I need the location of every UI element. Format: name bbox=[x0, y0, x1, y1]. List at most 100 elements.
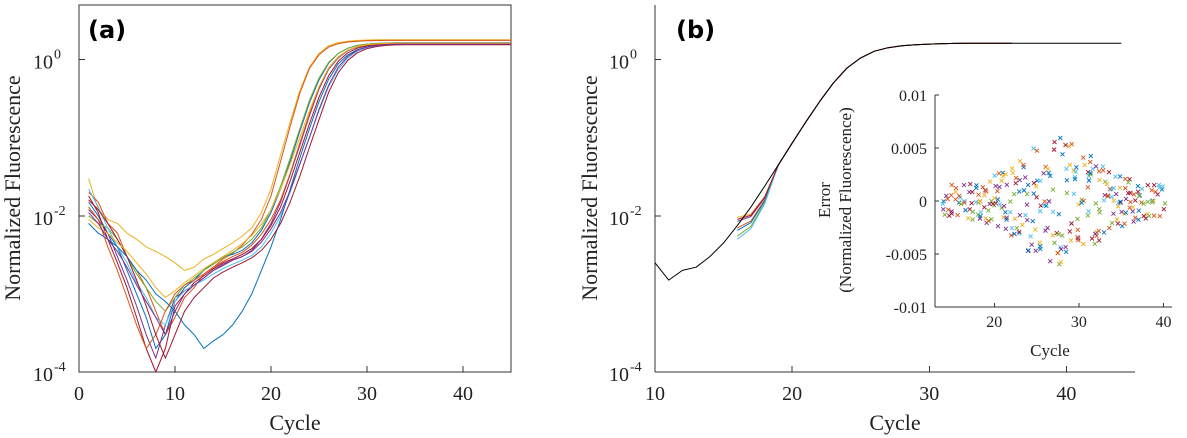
inset-error-point bbox=[1045, 166, 1051, 172]
inset-error-point bbox=[992, 173, 998, 178]
inset-error-point bbox=[955, 212, 960, 218]
inset-error-point bbox=[961, 182, 967, 188]
panel-a-plot-frame bbox=[78, 4, 512, 373]
panel-a-y-axis-label: Normalized Fluorescence bbox=[0, 75, 25, 300]
inset-error-point bbox=[1130, 209, 1136, 214]
inset-error-point bbox=[1033, 248, 1039, 253]
inset-error-point bbox=[1160, 184, 1165, 189]
inset-error-point bbox=[1104, 181, 1110, 187]
inset-error-point bbox=[1017, 212, 1023, 218]
inset-error-point bbox=[1059, 233, 1065, 238]
inset-error-point bbox=[1135, 189, 1141, 194]
inset-error-point bbox=[1050, 187, 1056, 192]
inset-error-point bbox=[948, 193, 954, 198]
inset-error-point bbox=[1076, 202, 1082, 207]
inset-error-point bbox=[1013, 175, 1019, 181]
inset-error-point bbox=[1131, 219, 1136, 224]
inset-error-point bbox=[996, 171, 1002, 176]
inset-error-point bbox=[1052, 139, 1057, 145]
inset-error-point bbox=[1047, 173, 1053, 179]
panel-a-series-line bbox=[88, 44, 511, 359]
inset-error-point bbox=[1143, 216, 1149, 221]
inset-error-point bbox=[965, 215, 971, 221]
inset-error-point bbox=[973, 185, 979, 191]
inset-error-point bbox=[1151, 198, 1156, 203]
inset-error-point bbox=[1063, 142, 1068, 148]
inset-error-point bbox=[1011, 191, 1017, 197]
x-tick-label: 10 bbox=[165, 383, 185, 405]
panel-a-series bbox=[88, 39, 511, 373]
inset-error-point bbox=[1146, 213, 1152, 219]
inset-error-point bbox=[1161, 206, 1167, 212]
inset-error-point bbox=[1123, 196, 1129, 202]
inset-error-point bbox=[1041, 170, 1047, 176]
inset-error-point bbox=[976, 192, 981, 197]
inset-error-point bbox=[945, 196, 950, 202]
inset-error-point bbox=[1028, 233, 1033, 239]
inset-error-point bbox=[1118, 200, 1123, 205]
inset-error-point bbox=[1118, 199, 1123, 204]
inset-error-point bbox=[1079, 200, 1084, 206]
inset-error-point bbox=[1071, 191, 1077, 197]
inset-error-point bbox=[1111, 198, 1117, 204]
panel-a-series-line bbox=[88, 43, 511, 336]
inset-error-point bbox=[1136, 217, 1141, 223]
inset-error-point bbox=[978, 209, 984, 215]
panel-b-x-ticks: 10 20 30 40 bbox=[645, 366, 1076, 405]
inset-error-point bbox=[982, 193, 987, 198]
inset-error-point bbox=[1050, 232, 1056, 238]
y-tick-exponent: -4 bbox=[630, 360, 642, 375]
inset-error-point bbox=[1149, 187, 1155, 193]
inset-error-point bbox=[1151, 213, 1157, 218]
inset-error-point bbox=[1087, 159, 1093, 165]
inset-error-point bbox=[1096, 168, 1102, 174]
panel-b-series bbox=[654, 42, 1122, 281]
y-tick-label: 10 bbox=[33, 208, 53, 230]
inset-error-point bbox=[1003, 171, 1008, 177]
inset-error-point bbox=[1014, 225, 1020, 231]
inset-error-point bbox=[1096, 238, 1102, 243]
inset-error-point bbox=[1075, 227, 1081, 233]
inset-error-point bbox=[977, 199, 983, 204]
x-tick-label: 20 bbox=[782, 383, 802, 405]
panel-a-x-ticks: 0 10 20 30 40 bbox=[74, 366, 473, 405]
inset-error-point bbox=[997, 184, 1002, 190]
inset-x-ticks: 20 30 40 bbox=[986, 303, 1172, 331]
inset-error-point bbox=[1128, 199, 1133, 205]
x-tick-label: 30 bbox=[919, 383, 939, 405]
inset-error-point bbox=[1021, 162, 1026, 168]
inset-error-point bbox=[1012, 231, 1017, 237]
inset-error-point bbox=[1139, 186, 1145, 192]
inset-error-point bbox=[1066, 144, 1072, 149]
inset-y-tick-label: -0.005 bbox=[886, 247, 927, 264]
inset-error-point bbox=[1030, 218, 1036, 224]
inset-error-point bbox=[1000, 173, 1006, 179]
inset-error-point bbox=[1088, 170, 1093, 176]
y-tick-label: 10 bbox=[609, 52, 629, 74]
inset-error-point bbox=[953, 189, 958, 195]
inset-error-point bbox=[987, 179, 993, 184]
inset-error-point bbox=[1106, 225, 1112, 231]
y-tick-label: 10 bbox=[33, 52, 53, 74]
inset-x-tick-label: 40 bbox=[1156, 314, 1172, 331]
inset-error-point bbox=[1009, 225, 1015, 231]
panel-a-x-axis-label: Cycle bbox=[269, 410, 320, 435]
inset-y-axis-label-line1: Error bbox=[815, 182, 834, 218]
inset-error-point bbox=[1033, 184, 1039, 189]
y-tick-exponent: -2 bbox=[54, 204, 66, 219]
inset-error-point bbox=[1136, 208, 1142, 213]
inset-error-point bbox=[962, 198, 967, 204]
inset-error-point bbox=[1031, 180, 1037, 186]
inset-error-point bbox=[1093, 201, 1099, 206]
inset-error-point bbox=[1109, 186, 1114, 192]
inset-error-point bbox=[1113, 191, 1119, 197]
inset-error-point bbox=[997, 201, 1003, 207]
panel-b-x-axis-label: Cycle bbox=[869, 410, 920, 435]
inset-error-point bbox=[1064, 190, 1070, 196]
inset-error-point bbox=[1101, 197, 1107, 203]
inset-error-point bbox=[1069, 141, 1075, 147]
inset-error-point bbox=[1016, 231, 1022, 236]
